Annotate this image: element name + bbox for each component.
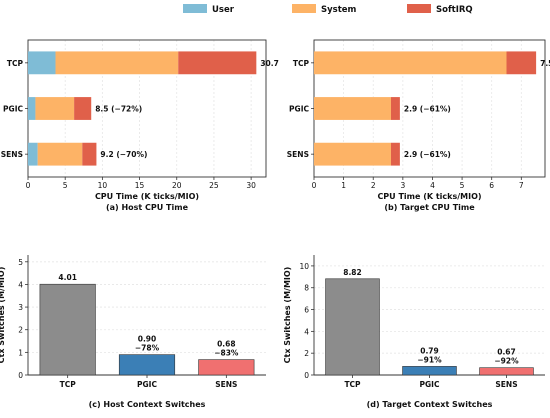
chart-target-ctx: 0 2 4 6 8 10 8.82 TCP 0.79−91% PGIC 0.67−92% SENS Ct… xyxy=(283,255,545,409)
data-label-sens: −92% xyxy=(494,357,519,366)
bar-system-sens xyxy=(37,142,83,166)
data-label-pgic: 8.5 (−72%) xyxy=(95,105,142,114)
data-label-tcp: 30.7 xyxy=(260,59,279,68)
bar-softirq-pgic xyxy=(391,97,400,120)
x-tick-label: PGIC xyxy=(137,380,157,389)
data-label-sens: −83% xyxy=(214,349,239,358)
data-label-pgic: −78% xyxy=(135,344,160,353)
y-tick-label: 3 xyxy=(18,303,23,312)
data-label-sens: 9.2 (−70%) xyxy=(100,150,147,159)
x-tick-label: SENS xyxy=(495,380,517,389)
data-label-sens: 0.68 xyxy=(217,340,236,349)
data-label-sens: 0.67 xyxy=(497,348,516,357)
x-tick-label: 10 xyxy=(98,181,108,190)
bar-pgic xyxy=(402,366,457,376)
y-tick-label: 0 xyxy=(304,371,309,380)
bar-softirq-sens xyxy=(391,142,400,166)
x-tick-label: 15 xyxy=(135,181,145,190)
chart-host-cpu: 0 5 10 15 20 25 30 30.7 TCP 8.5 (−72%) PGIC 9.2 (−7… xyxy=(1,39,279,212)
y-tick-label: 2 xyxy=(18,326,23,335)
chart-target-cpu: 0 1 2 3 4 5 6 7 7.5 TCP 2.9 (−61%) PGIC 2.9 (−61%) SE… xyxy=(287,39,550,212)
chart-caption: (d) Target Context Switches xyxy=(367,400,493,409)
data-label-tcp: 4.01 xyxy=(58,273,77,282)
y-axis-label: Ctx Switches (M/MIO) xyxy=(283,267,292,364)
x-tick-label: 1 xyxy=(341,181,346,190)
chart-caption: (a) Host CPU Time xyxy=(106,203,189,212)
data-label-tcp: 8.82 xyxy=(343,268,362,277)
bar-system-sens xyxy=(314,142,391,166)
chart-caption: (b) Target CPU Time xyxy=(384,203,475,212)
y-tick-label: 0 xyxy=(18,371,23,380)
x-tick-label: 3 xyxy=(400,181,405,190)
y-tick-label: 4 xyxy=(304,327,309,336)
x-tick-label: 5 xyxy=(460,181,465,190)
x-tick-label: 5 xyxy=(63,181,68,190)
bar-user-tcp xyxy=(28,51,56,75)
x-tick-label: 30 xyxy=(246,181,256,190)
y-tick-label: 5 xyxy=(18,258,23,267)
chart-host-ctx: 0 1 2 3 4 5 4.01 TCP 0.90−78% PGIC 0.68−83% SENS Ctx… xyxy=(0,255,266,409)
x-axis-label: CPU Time (K ticks/MIO) xyxy=(377,192,481,201)
data-label-pgic: −91% xyxy=(417,355,442,364)
bar-pgic xyxy=(118,354,176,376)
y-tick-label: TCP xyxy=(293,59,310,68)
x-tick-label: PGIC xyxy=(420,380,440,389)
bar-user-pgic xyxy=(28,97,36,120)
legend-entry-system: System xyxy=(292,4,357,15)
legend-swatch xyxy=(407,4,431,13)
data-label-pgic: 2.9 (−61%) xyxy=(404,105,451,114)
legend-label: User xyxy=(212,5,235,15)
legend-swatch xyxy=(292,4,316,13)
x-tick-label: SENS xyxy=(215,380,237,389)
x-axis-label: CPU Time (K ticks/MIO) xyxy=(95,192,199,201)
x-tick-label: 2 xyxy=(371,181,376,190)
y-tick-label: 1 xyxy=(18,348,23,357)
data-label-pgic: 0.90 xyxy=(138,335,157,344)
y-tick-label: SENS xyxy=(287,150,309,159)
chart-caption: (c) Host Context Switches xyxy=(89,400,206,409)
x-tick-label: 4 xyxy=(430,181,435,190)
y-tick-label: 2 xyxy=(304,349,309,358)
bar-sens xyxy=(198,359,255,376)
x-tick-label: TCP xyxy=(60,380,77,389)
x-tick-label: TCP xyxy=(344,380,361,389)
bar-softirq-pgic xyxy=(74,97,92,120)
y-tick-label: TCP xyxy=(7,59,24,68)
legend-entry-softirq: SoftIRQ xyxy=(407,4,473,15)
bar-system-pgic xyxy=(314,97,391,120)
bar-system-pgic xyxy=(35,97,75,120)
bar-softirq-tcp xyxy=(506,51,537,75)
data-label-tcp: 7.5 xyxy=(540,59,550,68)
y-tick-label: 6 xyxy=(304,306,309,315)
bar-tcp xyxy=(325,278,380,376)
y-tick-label: 8 xyxy=(304,284,309,293)
x-tick-label: 0 xyxy=(26,181,31,190)
data-label-pgic: 0.79 xyxy=(420,346,439,355)
bar-sens xyxy=(479,367,534,376)
legend-entry-user: User xyxy=(183,4,235,15)
x-tick-label: 20 xyxy=(172,181,182,190)
bar-system-tcp xyxy=(314,51,507,75)
bar-tcp xyxy=(39,283,96,376)
y-axis-label: Ctx Switches (M/MIO) xyxy=(0,267,6,364)
legend-label: System xyxy=(321,5,357,15)
y-tick-label: PGIC xyxy=(289,105,309,114)
data-label-sens: 2.9 (−61%) xyxy=(404,150,451,159)
x-tick-label: 6 xyxy=(489,181,494,190)
bar-softirq-sens xyxy=(82,142,97,166)
y-tick-label: 4 xyxy=(18,280,23,289)
x-tick-label: 7 xyxy=(519,181,524,190)
y-tick-label: 10 xyxy=(299,262,309,271)
bar-system-tcp xyxy=(55,51,179,75)
legend-label: SoftIRQ xyxy=(436,5,473,15)
legend-swatch xyxy=(183,4,207,13)
y-tick-label: PGIC xyxy=(3,105,23,114)
bar-user-sens xyxy=(28,142,38,166)
x-tick-label: 25 xyxy=(209,181,219,190)
y-tick-label: SENS xyxy=(1,150,23,159)
bar-softirq-tcp xyxy=(178,51,257,75)
x-tick-label: 0 xyxy=(312,181,317,190)
